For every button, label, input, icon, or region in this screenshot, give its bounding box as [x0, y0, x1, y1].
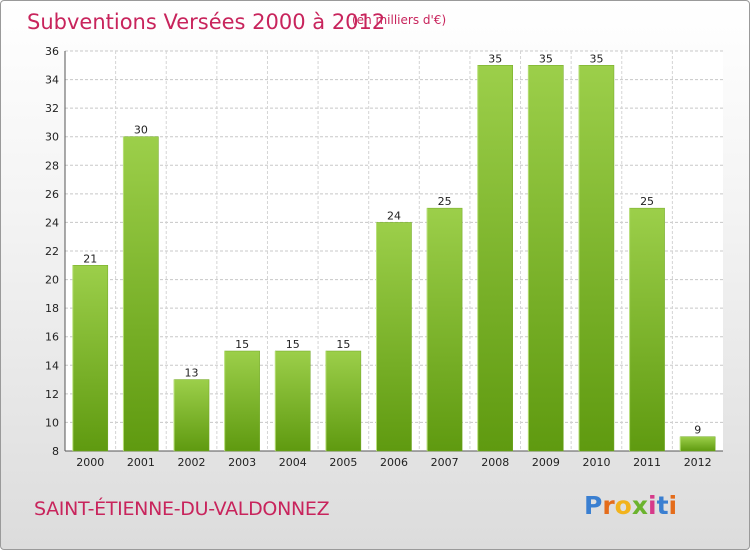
y-tick-label: 10 — [45, 416, 59, 429]
bar — [325, 350, 362, 452]
bar-value-label: 21 — [83, 252, 97, 265]
y-tick-label: 34 — [45, 74, 59, 87]
y-tick-label: 22 — [45, 245, 59, 258]
y-tick-label: 14 — [45, 359, 59, 372]
y-tick-label: 28 — [45, 159, 59, 172]
bar-value-label: 35 — [589, 52, 603, 65]
logo-letter: x — [631, 491, 648, 520]
bar — [123, 136, 159, 452]
bar-value-label: 15 — [286, 338, 300, 351]
bar — [477, 65, 513, 452]
bars — [72, 65, 716, 452]
bar — [376, 222, 412, 452]
bar-value-label: 35 — [539, 52, 553, 65]
bar-value-label: 15 — [336, 338, 350, 351]
bar-value-label: 9 — [694, 424, 701, 437]
chart-title: Subventions Versées 2000 à 2012 — [27, 10, 386, 34]
x-tick-label: 2000 — [76, 456, 104, 469]
logo-letter: i — [648, 491, 657, 520]
y-tick-label: 12 — [45, 388, 59, 401]
y-tick-label: 30 — [45, 131, 59, 144]
bar — [679, 436, 716, 452]
y-tick-label: 18 — [45, 302, 59, 315]
bar-value-label: 24 — [387, 209, 401, 222]
x-tick-label: 2004 — [279, 456, 307, 469]
x-tick-label: 2008 — [481, 456, 509, 469]
bar-value-label: 15 — [235, 338, 249, 351]
bar-value-label: 30 — [134, 124, 148, 137]
y-tick-label: 8 — [52, 445, 59, 458]
bar-value-label: 13 — [185, 367, 199, 380]
y-tick-label: 32 — [45, 102, 59, 115]
x-tick-label: 2005 — [329, 456, 357, 469]
y-tick-label: 36 — [45, 45, 59, 58]
x-tick-label: 2003 — [228, 456, 256, 469]
logo-letter: i — [668, 491, 678, 520]
bar — [173, 379, 210, 452]
x-tick-label: 2011 — [633, 456, 661, 469]
x-tick-label: 2010 — [582, 456, 610, 469]
labels: 8 10 12 14 16 18 20 22 24 26 28 30 32 34 36 21 2000 30 200… — [45, 45, 712, 469]
x-tick-label: 2012 — [684, 456, 712, 469]
proxiti-logo[interactable]: Proxiti — [584, 491, 677, 520]
x-tick-label: 2002 — [178, 456, 206, 469]
bar-value-label: 25 — [640, 195, 654, 208]
bar — [72, 265, 109, 452]
y-tick-label: 16 — [45, 331, 59, 344]
bar — [629, 207, 665, 452]
bar-value-label: 25 — [438, 195, 452, 208]
x-tick-label: 2007 — [431, 456, 459, 469]
bar — [224, 350, 260, 452]
logo-letter: t — [656, 491, 669, 520]
bar-value-label: 35 — [488, 52, 502, 65]
logo-letter: P — [584, 491, 603, 520]
bar — [528, 65, 564, 452]
y-tick-label: 20 — [45, 274, 59, 287]
commune-name: SAINT-ÉTIENNE-DU-VALDONNEZ — [34, 498, 330, 520]
x-tick-label: 2001 — [127, 456, 155, 469]
bar — [275, 350, 311, 452]
logo-letter: r — [602, 491, 615, 520]
x-tick-label: 2006 — [380, 456, 408, 469]
bar — [578, 65, 615, 452]
chart-subtitle: (en milliers d'€) — [352, 13, 447, 27]
x-tick-label: 2009 — [532, 456, 560, 469]
y-tick-label: 24 — [45, 216, 59, 229]
bar — [426, 207, 463, 452]
y-tick-label: 26 — [45, 188, 59, 201]
logo-letter: o — [614, 491, 632, 520]
